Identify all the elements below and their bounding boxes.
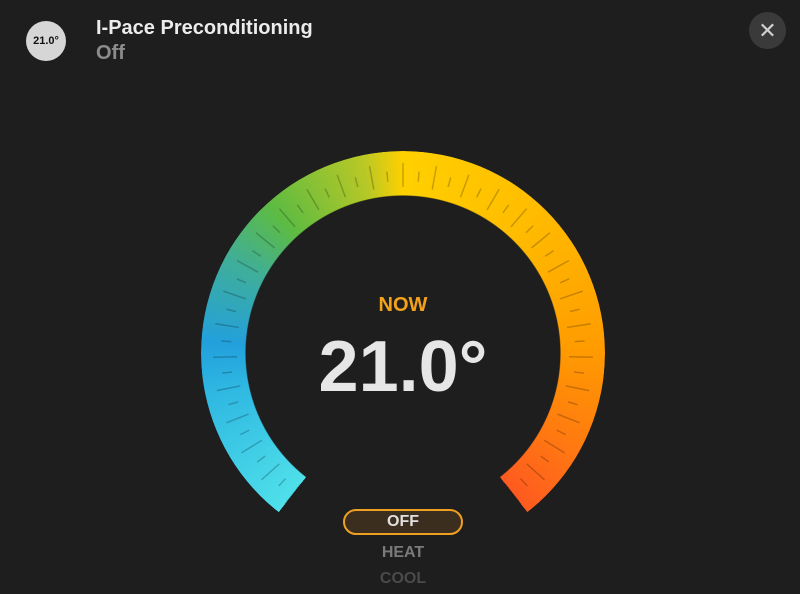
dial-tick (213, 355, 238, 359)
dial-tick (531, 232, 551, 249)
dial-tick (368, 165, 375, 190)
dial-tick (215, 323, 240, 329)
dial-tick (573, 371, 584, 374)
dial-tick (504, 483, 521, 504)
dial-tick (236, 278, 247, 284)
dial-tick (459, 174, 470, 198)
dial-tick (306, 188, 320, 211)
accessory-title: I-Pace Preconditioning (96, 17, 313, 39)
dial-tick (226, 308, 237, 313)
close-button[interactable]: ✕ (749, 12, 786, 49)
mode-cool[interactable]: COOL (379, 570, 427, 587)
dial-tick (240, 439, 263, 454)
dial-tick (566, 323, 591, 329)
close-icon: ✕ (758, 17, 777, 43)
dial-tick (568, 355, 593, 359)
dial-tick (417, 171, 420, 182)
dial-tick (272, 225, 281, 234)
accessory-status: Off (96, 42, 125, 64)
mode-off[interactable]: OFF (343, 509, 463, 535)
dial-tick (278, 478, 287, 487)
dial-tick (431, 165, 438, 190)
dial-tick (565, 385, 590, 392)
current-temperature: 21.0° (318, 327, 488, 407)
temperature-badge: 21.0° (26, 21, 66, 61)
dial-tick (228, 401, 239, 406)
temperature-dial[interactable] (201, 151, 605, 555)
now-label: NOW (378, 294, 428, 316)
dial-tick (556, 429, 567, 436)
dial-tick (260, 463, 280, 481)
dial-tick (324, 188, 331, 198)
dial-tick (278, 208, 296, 228)
dial-tick (475, 188, 482, 198)
dial-tick (447, 177, 452, 188)
dial-tick (354, 177, 359, 188)
dial-tick (239, 429, 250, 436)
dial-tick (543, 439, 566, 454)
dial-tick (540, 455, 550, 463)
dial-tick (559, 290, 583, 300)
dial-tick (223, 290, 247, 300)
dial-tick (569, 308, 580, 313)
dial-tick (221, 340, 232, 343)
dial-tick (526, 463, 546, 481)
dial-tick (544, 250, 554, 257)
dial-tick (559, 278, 570, 284)
dial-tick (567, 401, 578, 406)
dial-tick (216, 385, 241, 392)
dial-tick (547, 259, 570, 273)
dial-tick (285, 483, 302, 504)
dial-tick (336, 174, 347, 198)
dial-tick (510, 208, 528, 228)
dial-tick (226, 413, 249, 424)
dial-tick (236, 259, 259, 273)
dial-tick (502, 204, 510, 214)
dial-tick (222, 371, 233, 374)
mode-heat[interactable]: HEAT (381, 544, 425, 561)
dial-tick (525, 225, 534, 234)
dial-tick (519, 478, 528, 487)
dial-tick (255, 232, 275, 249)
dial-tick (252, 250, 262, 257)
dial-tick (256, 455, 266, 463)
dial-tick (574, 340, 585, 343)
dial-tick (486, 188, 500, 211)
dial-tick (296, 204, 304, 214)
dial-tick (386, 171, 389, 182)
dial-tick (557, 413, 580, 424)
